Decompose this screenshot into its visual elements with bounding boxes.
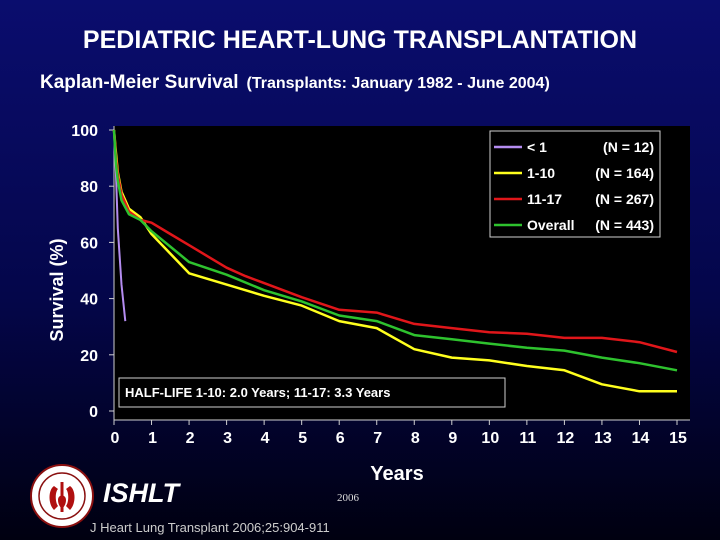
series-line-4: [112, 129, 678, 372]
journal-citation: J Heart Lung Transplant 2006;25:904-911: [90, 520, 330, 535]
legend-count: (N = 443): [595, 217, 654, 233]
x-tick-label: 3: [223, 430, 232, 447]
publication-year: 2006: [337, 492, 359, 504]
half-life-box: [118, 377, 506, 408]
legend-label: 11-17: [527, 191, 562, 207]
x-tick-label: 15: [669, 430, 687, 447]
x-tick-label: 8: [411, 430, 420, 447]
x-tick-label: 0: [111, 430, 120, 447]
x-tick-label: 9: [448, 430, 457, 447]
x-tick-label: 6: [336, 430, 345, 447]
legend-box: [489, 130, 661, 238]
legend-label: < 1: [527, 139, 547, 155]
ishlt-wordmark: ISHLT: [103, 478, 179, 508]
x-tick-label: 4: [261, 430, 270, 447]
x-tick-label: 2: [186, 430, 195, 447]
subtitle-date-range: (Transplants: January 1982 - June 2004): [246, 75, 550, 92]
x-tick-label: 10: [481, 430, 499, 447]
legend-label: 1-10: [527, 165, 555, 181]
x-tick-label: 13: [594, 430, 612, 447]
x-tick-label: 14: [632, 430, 650, 447]
half-life-annotation: HALF-LIFE 1-10: 2.0 Years; 11-17: 3.3 Ye…: [125, 385, 390, 400]
x-tick-label: 12: [557, 430, 575, 447]
x-tick-label: 11: [519, 430, 536, 447]
y-tick-label: 0: [89, 404, 98, 421]
y-tick-label: 40: [80, 292, 98, 309]
y-tick-label: 60: [80, 235, 98, 252]
slide-subtitle: Kaplan-Meier Survival (Transplants: Janua…: [40, 72, 550, 94]
series-line-3: [112, 129, 678, 354]
x-tick-label: 7: [373, 430, 382, 447]
legend-count: (N = 267): [595, 191, 654, 207]
legend-count: (N = 12): [603, 139, 654, 155]
x-tick-label: 1: [148, 430, 157, 447]
y-tick-label: 100: [71, 123, 98, 140]
x-tick-label: 5: [298, 430, 307, 447]
legend-label: Overall: [527, 217, 574, 233]
y-tick-label: 80: [80, 179, 98, 196]
legend-count: (N = 164): [595, 165, 654, 181]
y-axis-title: Survival (%): [47, 238, 67, 341]
slide-title: PEDIATRIC HEART-LUNG TRANSPLANTATION: [82, 26, 638, 54]
x-axis-title: Years: [370, 463, 423, 485]
y-tick-label: 20: [80, 348, 98, 365]
subtitle-main: Kaplan-Meier Survival: [40, 72, 239, 93]
ishlt-seal-logo: [30, 464, 94, 528]
